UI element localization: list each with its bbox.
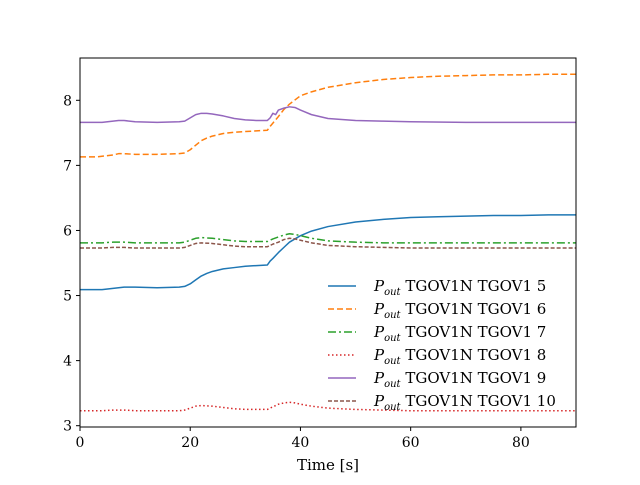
- legend-entry-3: Pout TGOV1N TGOV1 7: [373, 323, 546, 344]
- legend-entry-4: Pout TGOV1N TGOV1 8: [373, 346, 546, 367]
- y-tick-label: 7: [63, 158, 72, 174]
- y-tick-label: 3: [63, 419, 72, 435]
- legend-entry-1: Pout TGOV1N TGOV1 5: [373, 277, 546, 298]
- series-line-3: [80, 232, 576, 244]
- y-axis-ticks: 3 4 5 6 7 8: [63, 93, 80, 435]
- legend-label: TGOV1N TGOV1 7: [401, 323, 547, 341]
- series-line-6: [80, 237, 576, 249]
- series-line-1: [80, 214, 576, 291]
- legend-symbol: P: [373, 323, 385, 341]
- legend-entry-2: Pout TGOV1N TGOV1 6: [373, 300, 546, 321]
- x-axis-ticks: 0 20 40 60 80: [76, 427, 530, 451]
- legend-label: TGOV1N TGOV1 10: [401, 392, 556, 410]
- legend-symbol: P: [373, 300, 385, 318]
- legend-subscript: out: [384, 356, 401, 367]
- x-tick-label: 80: [512, 435, 530, 451]
- legend-entry-5: Pout TGOV1N TGOV1 9: [373, 369, 546, 390]
- plot-area-frame: [79, 57, 577, 428]
- x-tick-label: 20: [181, 435, 199, 451]
- y-tick-label: 5: [63, 289, 72, 305]
- legend-symbol: P: [373, 392, 385, 410]
- legend-subscript: out: [384, 402, 401, 413]
- legend-subscript: out: [384, 333, 401, 344]
- legend-label: TGOV1N TGOV1 9: [401, 369, 547, 387]
- legend-label: TGOV1N TGOV1 6: [401, 300, 547, 318]
- series-line-2: [80, 73, 576, 158]
- legend-subscript: out: [384, 379, 401, 390]
- legend-subscript: out: [384, 310, 401, 321]
- x-tick-label: 40: [292, 435, 310, 451]
- x-tick-label: 0: [76, 435, 85, 451]
- legend-symbol: P: [373, 346, 385, 364]
- y-tick-label: 4: [63, 354, 72, 370]
- legend-entry-6: Pout TGOV1N TGOV1 10: [373, 392, 556, 413]
- legend-label: TGOV1N TGOV1 8: [401, 346, 547, 364]
- legend-symbol: P: [373, 277, 385, 295]
- y-tick-label: 6: [63, 223, 72, 239]
- x-tick-label: 60: [402, 435, 420, 451]
- legend-subscript: out: [384, 287, 401, 298]
- legend-label: TGOV1N TGOV1 5: [401, 277, 547, 295]
- y-tick-label: 8: [63, 93, 72, 109]
- x-axis-label: Time [s]: [297, 456, 359, 474]
- series-line-5: [80, 106, 576, 124]
- series-line-4: [80, 401, 576, 412]
- legend-symbol: P: [373, 369, 385, 387]
- series-layer: [80, 73, 576, 412]
